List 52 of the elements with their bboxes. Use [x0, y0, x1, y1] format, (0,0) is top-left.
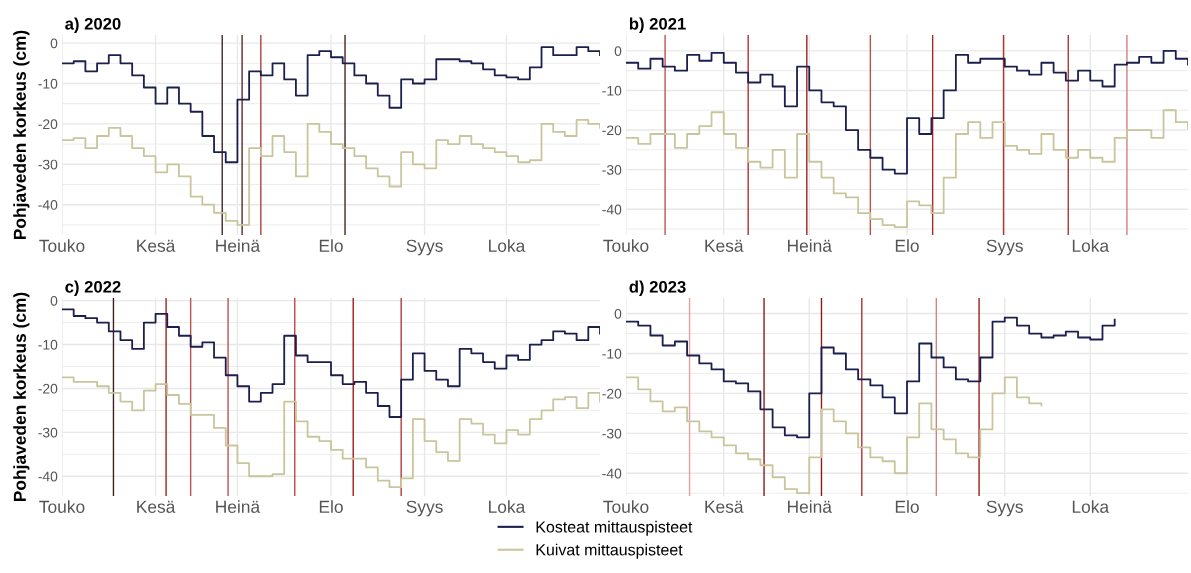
legend-label: Kosteat mittauspisteet: [536, 520, 693, 536]
y-tick-label: -20: [602, 125, 622, 136]
y-axis-title: Pohjaveden korkeus (cm): [13, 292, 30, 501]
x-tick-label: Touko: [39, 500, 85, 513]
x-tick-label: Kesä: [705, 500, 744, 513]
y-tick-label: -30: [602, 164, 622, 175]
x-tick-label: Kesä: [137, 500, 176, 513]
x-tick-label: Syys: [406, 500, 443, 517]
x-tick-label: Loka: [1072, 239, 1110, 252]
y-tick-label: -10: [38, 78, 58, 89]
y-tick-label: -40: [602, 468, 622, 479]
y-tick-label: -20: [602, 388, 622, 399]
x-tick-label: Heinä: [216, 239, 261, 252]
x-tick-label: Loka: [489, 239, 526, 252]
x-tick-label: Elo: [895, 500, 919, 513]
x-tick-label: Kesä: [705, 239, 744, 252]
y-tick-label: 0: [614, 308, 622, 319]
x-tick-label: Touko: [603, 239, 649, 252]
y-tick-label: -20: [38, 119, 58, 130]
y-tick-label: -10: [38, 339, 58, 350]
chart-title: a) 2020: [65, 17, 121, 33]
x-tick-label: Kesä: [137, 239, 176, 252]
x-tick-label: Touko: [39, 239, 85, 252]
x-tick-label: Elo: [319, 500, 343, 513]
legend-label: Kuivat mittauspisteet: [536, 543, 683, 559]
y-tick-label: -40: [38, 200, 58, 210]
x-tick-label: Elo: [895, 239, 919, 252]
y-tick-label: -10: [602, 348, 622, 359]
x-tick-label: Syys: [406, 239, 443, 256]
chart-title: b) 2021: [629, 17, 686, 33]
y-tick-label: 0: [50, 38, 58, 49]
x-tick-label: Syys: [986, 500, 1023, 517]
y-tick-label: -10: [602, 85, 622, 96]
x-tick-label: Touko: [603, 500, 649, 513]
x-tick-label: Loka: [489, 500, 526, 513]
y-tick-label: 0: [50, 295, 58, 306]
x-tick-label: Heinä: [788, 239, 832, 252]
y-tick-label: -40: [602, 204, 622, 215]
y-tick-label: -30: [38, 159, 58, 170]
y-tick-label: -30: [602, 428, 622, 439]
x-tick-label: Syys: [986, 239, 1023, 256]
y-tick-label: -20: [38, 383, 58, 394]
y-tick-label: 0: [614, 46, 622, 57]
y-tick-label: -30: [38, 427, 58, 438]
y-axis-title: Pohjaveden korkeus (cm): [13, 30, 30, 239]
x-tick-label: Heinä: [788, 500, 832, 513]
x-tick-label: Elo: [319, 239, 343, 252]
chart-title: d) 2023: [629, 280, 686, 297]
y-tick-label: -40: [38, 471, 58, 482]
x-tick-label: Heinä: [216, 500, 261, 513]
x-tick-label: Loka: [1072, 500, 1110, 513]
chart-title: c) 2022: [65, 280, 121, 297]
